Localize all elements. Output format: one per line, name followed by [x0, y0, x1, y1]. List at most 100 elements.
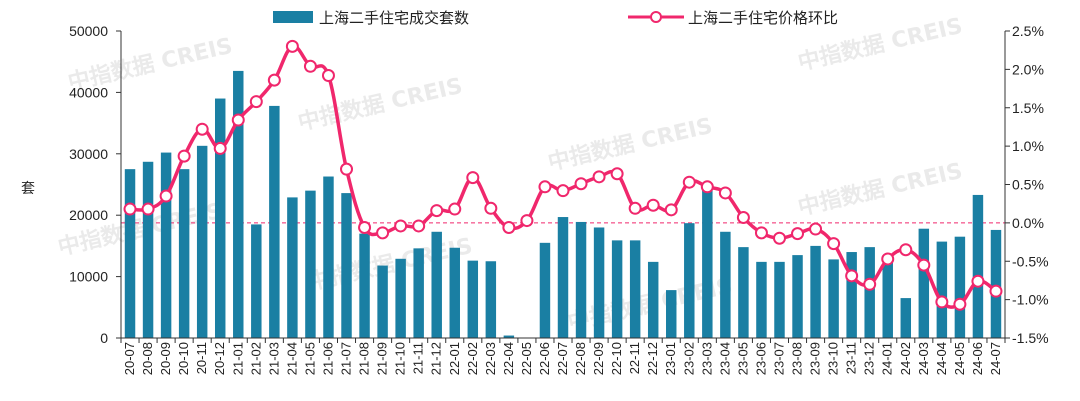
bar	[882, 261, 893, 338]
line-point	[141, 202, 155, 216]
bar	[287, 197, 298, 338]
x-tick-label: 21-04	[284, 342, 299, 375]
line-point	[935, 295, 949, 309]
line-point	[791, 227, 805, 241]
axes	[120, 31, 1006, 339]
bar	[557, 217, 569, 338]
y-axis-right: -1.5% -1.0% -0.5% 0.0% 0.5% 1.0% 1.5% 2.0% 2.5%	[1005, 23, 1049, 346]
x-tick-label: 24-04	[934, 342, 949, 375]
bar	[539, 242, 551, 338]
y-left-tick-label: 10000	[69, 269, 108, 285]
line-point	[538, 180, 552, 194]
line-point	[736, 211, 750, 225]
x-tick-label: 20-07	[122, 342, 137, 375]
legend-line-marker	[650, 11, 662, 23]
line-point	[213, 141, 227, 155]
x-tick-label: 24-03	[916, 342, 931, 375]
y-right-tick-label: 0.0%	[1012, 215, 1044, 231]
x-tick-label: 21-11	[411, 342, 426, 374]
x-tick-label: 23-08	[790, 342, 805, 375]
line-series	[123, 39, 1003, 311]
line-point	[971, 274, 985, 288]
bar	[666, 290, 677, 338]
line-point	[303, 59, 317, 73]
watermark: 中指数据 CREIS	[546, 113, 715, 176]
line-point	[809, 222, 823, 236]
bar	[593, 227, 605, 338]
x-tick-label: 22-09	[591, 342, 606, 375]
x-tick-label: 22-07	[555, 342, 570, 375]
x-tick-label: 21-12	[429, 342, 444, 375]
x-tick-label: 20-09	[158, 342, 173, 375]
x-tick-label: 20-10	[176, 342, 191, 375]
x-tick-label: 24-02	[898, 342, 913, 375]
watermark: 中指数据 CREIS	[296, 73, 465, 136]
bar	[431, 231, 442, 338]
x-tick-label: 23-01	[663, 342, 678, 375]
bar	[503, 335, 515, 338]
x-tick-label: 23-11	[844, 342, 859, 374]
x-tick-label: 23-05	[735, 342, 750, 375]
bar	[233, 70, 244, 338]
line-point	[285, 39, 299, 53]
legend-bar-swatch	[273, 11, 313, 23]
bar	[196, 145, 208, 338]
line-point	[502, 220, 516, 234]
line-point	[177, 149, 191, 163]
line-point	[430, 204, 444, 218]
line-point	[394, 219, 408, 233]
bar	[918, 228, 930, 338]
bar	[900, 298, 912, 338]
x-tick-label: 21-09	[375, 342, 390, 375]
line-point	[123, 202, 137, 216]
line-point	[358, 220, 372, 234]
line-point	[556, 184, 570, 198]
x-tick-label: 23-04	[717, 342, 732, 375]
line-point	[195, 122, 209, 136]
x-tick-label: 20-11	[194, 342, 209, 374]
y-right-tick-label: 1.5%	[1012, 100, 1044, 116]
line-point	[159, 189, 173, 203]
line-point	[682, 175, 696, 189]
x-tick-label: 22-05	[519, 342, 534, 375]
y-left-tick-label: 30000	[69, 146, 108, 162]
line-point	[718, 186, 732, 200]
line-point	[664, 203, 678, 217]
y-right-tick-label: 2.5%	[1012, 23, 1044, 39]
line-point	[484, 201, 498, 215]
bar	[684, 223, 695, 338]
x-axis: 20-07 20-08 20-09 20-10 20-11 20-12 21-01 21-02…	[120, 338, 1006, 375]
bar	[142, 161, 154, 338]
line-point	[267, 73, 281, 87]
x-tick-label: 23-06	[753, 342, 768, 375]
x-tick-label: 23-07	[771, 342, 786, 375]
bar	[972, 194, 984, 338]
bar	[774, 261, 785, 338]
bar	[611, 240, 623, 338]
y-left-tick-label: 0	[100, 330, 108, 346]
line-point	[845, 269, 859, 283]
bar	[214, 98, 226, 338]
x-tick-label: 23-09	[808, 342, 823, 375]
x-tick-label: 20-12	[212, 342, 227, 375]
x-tick-label: 22-03	[483, 342, 498, 375]
line-point	[376, 226, 390, 240]
x-tick-label: 22-06	[537, 342, 552, 375]
x-tick-label: 24-07	[988, 342, 1003, 375]
x-tick-label: 21-03	[266, 342, 281, 375]
bar	[954, 236, 966, 338]
x-tick-label: 24-05	[952, 342, 967, 375]
bar	[629, 240, 641, 338]
x-tick-label: 21-08	[357, 342, 372, 375]
x-tick-label: 22-10	[609, 342, 624, 375]
y-axis-left: 0 10000 20000 30000 40000 50000	[69, 23, 121, 346]
bar	[702, 189, 713, 338]
bar	[341, 193, 352, 338]
x-tick-label: 23-03	[699, 342, 714, 375]
x-tick-label: 21-05	[302, 342, 317, 375]
x-tick-label: 21-01	[230, 342, 245, 375]
bar	[269, 105, 280, 339]
bar	[178, 169, 190, 338]
line-point	[340, 162, 354, 176]
x-tick-label: 22-04	[501, 342, 516, 375]
